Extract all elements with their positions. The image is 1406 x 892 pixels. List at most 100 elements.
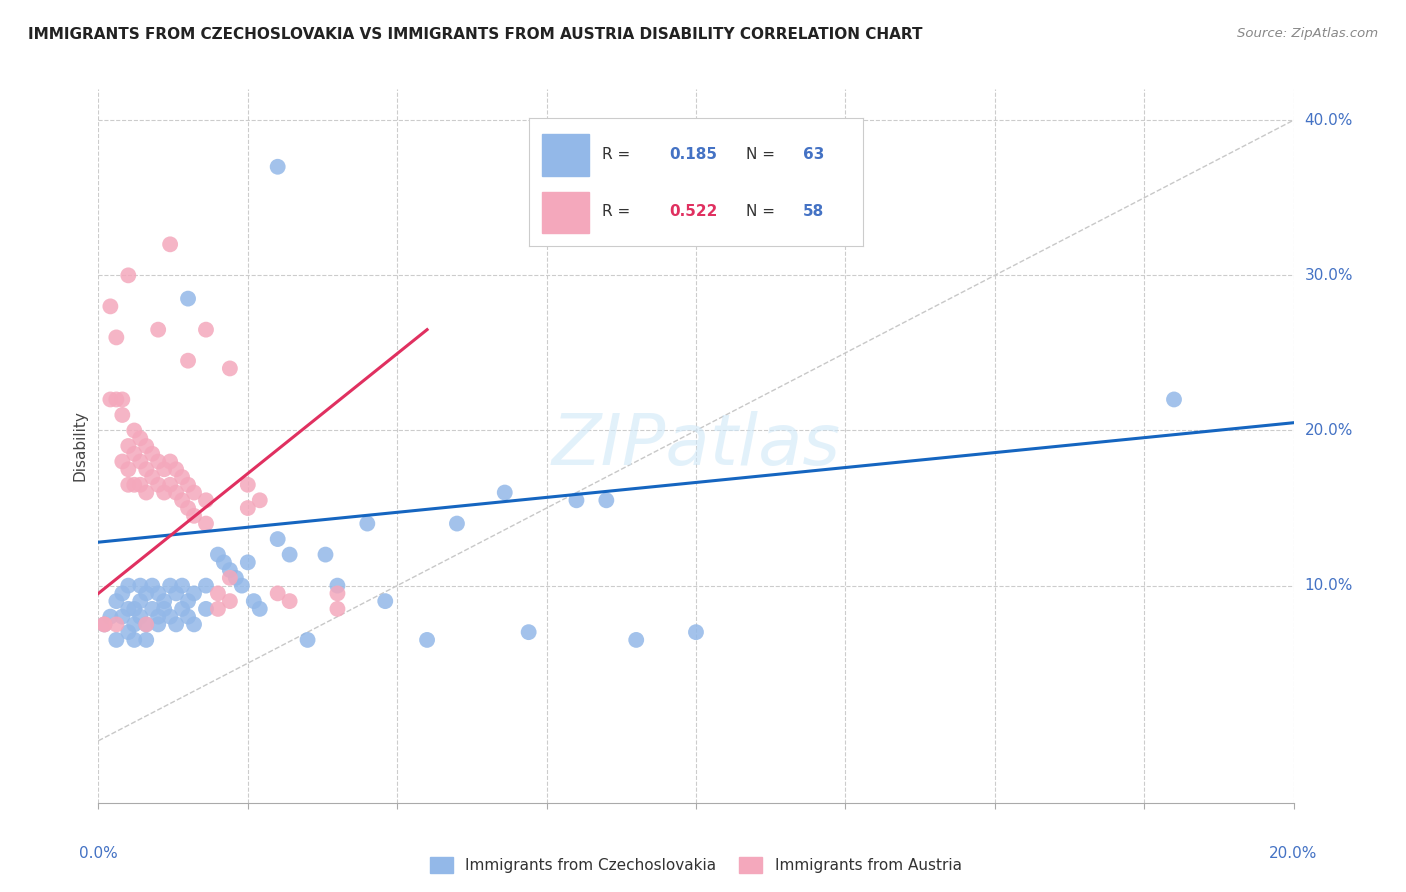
Point — [356, 516, 378, 531]
Point — [177, 292, 200, 306]
Point — [153, 462, 176, 476]
Point — [98, 299, 122, 313]
Point — [111, 408, 134, 422]
Point — [135, 485, 157, 500]
Point — [219, 594, 242, 608]
Point — [124, 477, 146, 491]
Text: 10.0%: 10.0% — [1305, 578, 1353, 593]
Point — [326, 579, 349, 593]
Point — [172, 602, 194, 616]
Point — [624, 632, 647, 647]
Point — [117, 477, 139, 491]
Point — [172, 493, 194, 508]
Point — [326, 586, 349, 600]
Point — [117, 439, 139, 453]
Point — [374, 594, 396, 608]
Point — [231, 579, 253, 593]
Point — [98, 392, 122, 407]
Point — [129, 477, 152, 491]
Point — [135, 439, 157, 453]
Point — [93, 617, 115, 632]
Point — [105, 632, 128, 647]
Point — [165, 586, 187, 600]
Point — [243, 594, 266, 608]
Point — [124, 447, 146, 461]
Point — [153, 602, 176, 616]
Point — [148, 477, 170, 491]
Point — [124, 617, 146, 632]
Point — [141, 602, 163, 616]
Point — [278, 548, 301, 562]
Point — [517, 625, 540, 640]
Point — [172, 470, 194, 484]
Point — [129, 609, 152, 624]
Point — [117, 268, 139, 283]
Text: 40.0%: 40.0% — [1305, 112, 1353, 128]
Point — [207, 586, 229, 600]
Point — [141, 470, 163, 484]
Point — [249, 493, 271, 508]
Point — [159, 579, 181, 593]
Point — [111, 392, 134, 407]
Point — [105, 617, 128, 632]
Point — [595, 493, 617, 508]
Point — [225, 571, 247, 585]
Point — [207, 548, 229, 562]
Point — [129, 431, 152, 445]
Point — [153, 594, 176, 608]
Point — [194, 516, 218, 531]
Point — [148, 609, 170, 624]
Point — [129, 594, 152, 608]
Point — [148, 323, 170, 337]
Point — [148, 617, 170, 632]
Point — [141, 447, 163, 461]
Point — [446, 516, 468, 531]
Point — [148, 454, 170, 468]
Point — [135, 462, 157, 476]
Text: Source: ZipAtlas.com: Source: ZipAtlas.com — [1237, 27, 1378, 40]
Point — [159, 454, 181, 468]
Point — [111, 609, 134, 624]
Point — [183, 485, 205, 500]
Point — [177, 609, 200, 624]
Point — [153, 485, 176, 500]
Point — [236, 501, 259, 516]
Point — [194, 323, 218, 337]
Legend: Immigrants from Czechoslovakia, Immigrants from Austria: Immigrants from Czechoslovakia, Immigran… — [423, 849, 969, 880]
Point — [111, 586, 134, 600]
Point — [105, 594, 128, 608]
Point — [124, 632, 146, 647]
Point — [494, 485, 516, 500]
Point — [183, 508, 205, 523]
Point — [565, 493, 588, 508]
Point — [117, 579, 139, 593]
Point — [297, 632, 319, 647]
Text: 30.0%: 30.0% — [1305, 268, 1353, 283]
Point — [159, 609, 181, 624]
Point — [194, 579, 218, 593]
Point — [165, 617, 187, 632]
Text: 20.0%: 20.0% — [1305, 423, 1353, 438]
Point — [416, 632, 439, 647]
Point — [219, 563, 242, 577]
Point — [98, 609, 122, 624]
Point — [315, 548, 337, 562]
Point — [93, 617, 115, 632]
Point — [105, 330, 128, 344]
Text: ZIPatlas: ZIPatlas — [551, 411, 841, 481]
Point — [117, 602, 139, 616]
Point — [177, 477, 200, 491]
Text: 20.0%: 20.0% — [1270, 847, 1317, 862]
Text: IMMIGRANTS FROM CZECHOSLOVAKIA VS IMMIGRANTS FROM AUSTRIA DISABILITY CORRELATION: IMMIGRANTS FROM CZECHOSLOVAKIA VS IMMIGR… — [28, 27, 922, 42]
Point — [129, 579, 152, 593]
Point — [135, 632, 157, 647]
Point — [135, 617, 157, 632]
Point — [135, 586, 157, 600]
Point — [177, 353, 200, 368]
Point — [219, 571, 242, 585]
Point — [165, 462, 187, 476]
Point — [177, 594, 200, 608]
Point — [177, 501, 200, 516]
Point — [124, 424, 146, 438]
Point — [194, 493, 218, 508]
